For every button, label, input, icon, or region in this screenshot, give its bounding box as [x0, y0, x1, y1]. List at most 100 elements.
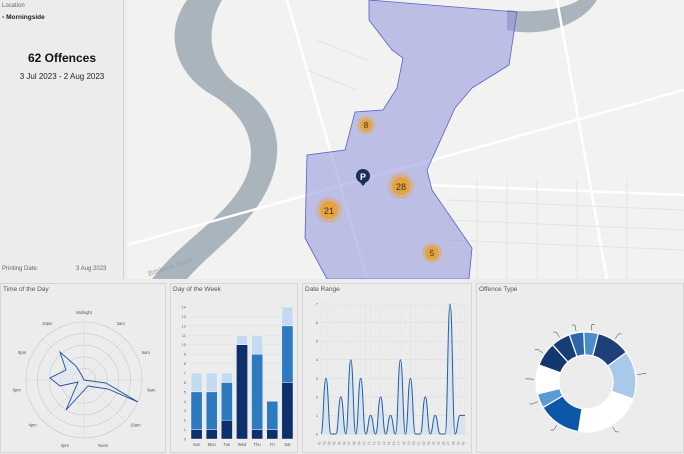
donut-leader [613, 427, 619, 432]
donut-leader [637, 374, 646, 375]
bar-segment [206, 392, 217, 430]
bar-y-tick: 1 [184, 427, 187, 432]
bar-y-tick: 14 [182, 305, 187, 310]
bar-segment [236, 345, 247, 439]
type-panel-title: Offence Type [479, 286, 517, 293]
radar-tick-label: 4pm [29, 423, 38, 428]
radar-tick-label: Midnight [76, 310, 93, 315]
map[interactable]: Brisbane River 8 28 21 5 P [127, 0, 684, 279]
svg-text:8: 8 [364, 121, 369, 130]
donut-leader [615, 334, 621, 339]
svg-text:28: 28 [396, 182, 406, 192]
bar-x-tick: Wed [238, 442, 247, 447]
bar-segment [221, 373, 232, 382]
bar-y-tick: 0 [184, 437, 187, 442]
bar-x-tick: Mon [208, 442, 217, 447]
bar-y-tick: 4 [184, 399, 187, 404]
area-y-tick: 0 [316, 432, 319, 437]
bar-segment [191, 392, 202, 430]
radar-series [50, 352, 138, 410]
bullet-icon: • [2, 14, 4, 21]
bar-segment [191, 430, 202, 439]
offences-title: 62 Offences [0, 51, 124, 65]
bar-segment [282, 382, 293, 439]
area-fill [321, 304, 465, 434]
week-panel-title: Day of the Week [173, 286, 221, 293]
offence-type-panel: Offence Type [476, 283, 684, 453]
donut-leader [529, 402, 538, 404]
radar-tick-label: 8pm [18, 350, 27, 355]
time-panel-title: Time of the Day [3, 286, 49, 293]
bar-x-tick: Sun [193, 442, 201, 447]
cluster-marker[interactable]: 8 [357, 116, 375, 134]
summary-panel: Location • Morningside 62 Offences 3 Jul… [0, 0, 124, 279]
bar-y-tick: 7 [184, 371, 187, 376]
svg-text:21: 21 [324, 206, 334, 216]
bar-y-tick: 2 [184, 418, 187, 423]
bar-y-tick: 12 [182, 323, 187, 328]
cluster-marker[interactable]: 21 [316, 197, 342, 223]
radar-tick-label: 9am [147, 388, 156, 393]
donut-leader [551, 425, 557, 430]
radar-tick-label: 6pm [13, 388, 22, 393]
bar-segment [267, 430, 278, 439]
range-panel-title: Date Range [305, 286, 340, 293]
area-y-tick: 1 [316, 413, 319, 418]
bar-segment [206, 373, 217, 392]
radar-tick-label: 6am [142, 350, 151, 355]
map-canvas[interactable]: Brisbane River 8 28 21 5 P [127, 0, 684, 279]
donut-leader [535, 350, 543, 353]
bar-x-tick: Thu [254, 442, 262, 447]
donut-leader [591, 324, 595, 330]
donut-leader [572, 325, 576, 331]
svg-text:P: P [360, 172, 366, 182]
printing-label: Printing Date: [2, 266, 38, 272]
cluster-marker[interactable]: 5 [422, 243, 442, 263]
bar-y-tick: 3 [184, 408, 187, 413]
date-range-text: 3 Jul 2023 - 2 Aug 2023 [0, 72, 124, 81]
bar-segment [267, 401, 278, 429]
area-y-tick: 4 [316, 357, 319, 362]
bar-segment [252, 335, 263, 354]
radar-tick-label: 10am [130, 423, 141, 428]
bar-segment [252, 354, 263, 429]
bar-segment [206, 430, 217, 439]
bar-y-tick: 5 [184, 389, 187, 394]
time-of-day-chart[interactable]: Midnight3am6am9am10amNoon2pm4pm6pm8pm10p… [1, 294, 167, 454]
radar-tick-label: 2pm [61, 443, 70, 448]
bar-segment [236, 335, 247, 344]
bar-segment [282, 326, 293, 383]
area-x-tick: 10 [362, 441, 367, 446]
bar-segment [221, 420, 232, 439]
radar-tick-label: Noon [98, 443, 109, 448]
bar-segment [282, 307, 293, 326]
time-of-day-panel: Time of the Day Midnight 3am 6am 9am 10am Noo… [0, 283, 166, 453]
area-x-tick: 30 [461, 441, 466, 446]
area-y-tick: 6 [316, 320, 319, 325]
radar-spoke [84, 339, 125, 380]
bar-y-tick: 8 [184, 361, 187, 366]
bar-x-tick: Sat [284, 442, 291, 447]
bar-y-tick: 9 [184, 352, 187, 357]
area-y-tick: 2 [316, 394, 319, 399]
area-y-tick: 5 [316, 339, 319, 344]
donut-leader [553, 332, 559, 337]
offence-type-chart[interactable] [477, 294, 684, 454]
bar-x-tick: Tue [223, 442, 231, 447]
radar-tick-label: 3am [117, 321, 126, 326]
area-y-tick: 7 [316, 302, 319, 307]
location-value[interactable]: • Morningside [2, 14, 45, 21]
bar-y-tick: 10 [182, 342, 187, 347]
bar-segment [191, 373, 202, 392]
printing-value: 3 Aug 2023 [76, 266, 106, 272]
cluster-marker[interactable]: 28 [388, 173, 414, 199]
bar-y-tick: 6 [184, 380, 187, 385]
svg-text:5: 5 [430, 249, 435, 258]
bar-y-tick: 13 [182, 314, 187, 319]
bar-y-tick: 11 [182, 333, 187, 338]
bar-segment [221, 382, 232, 420]
